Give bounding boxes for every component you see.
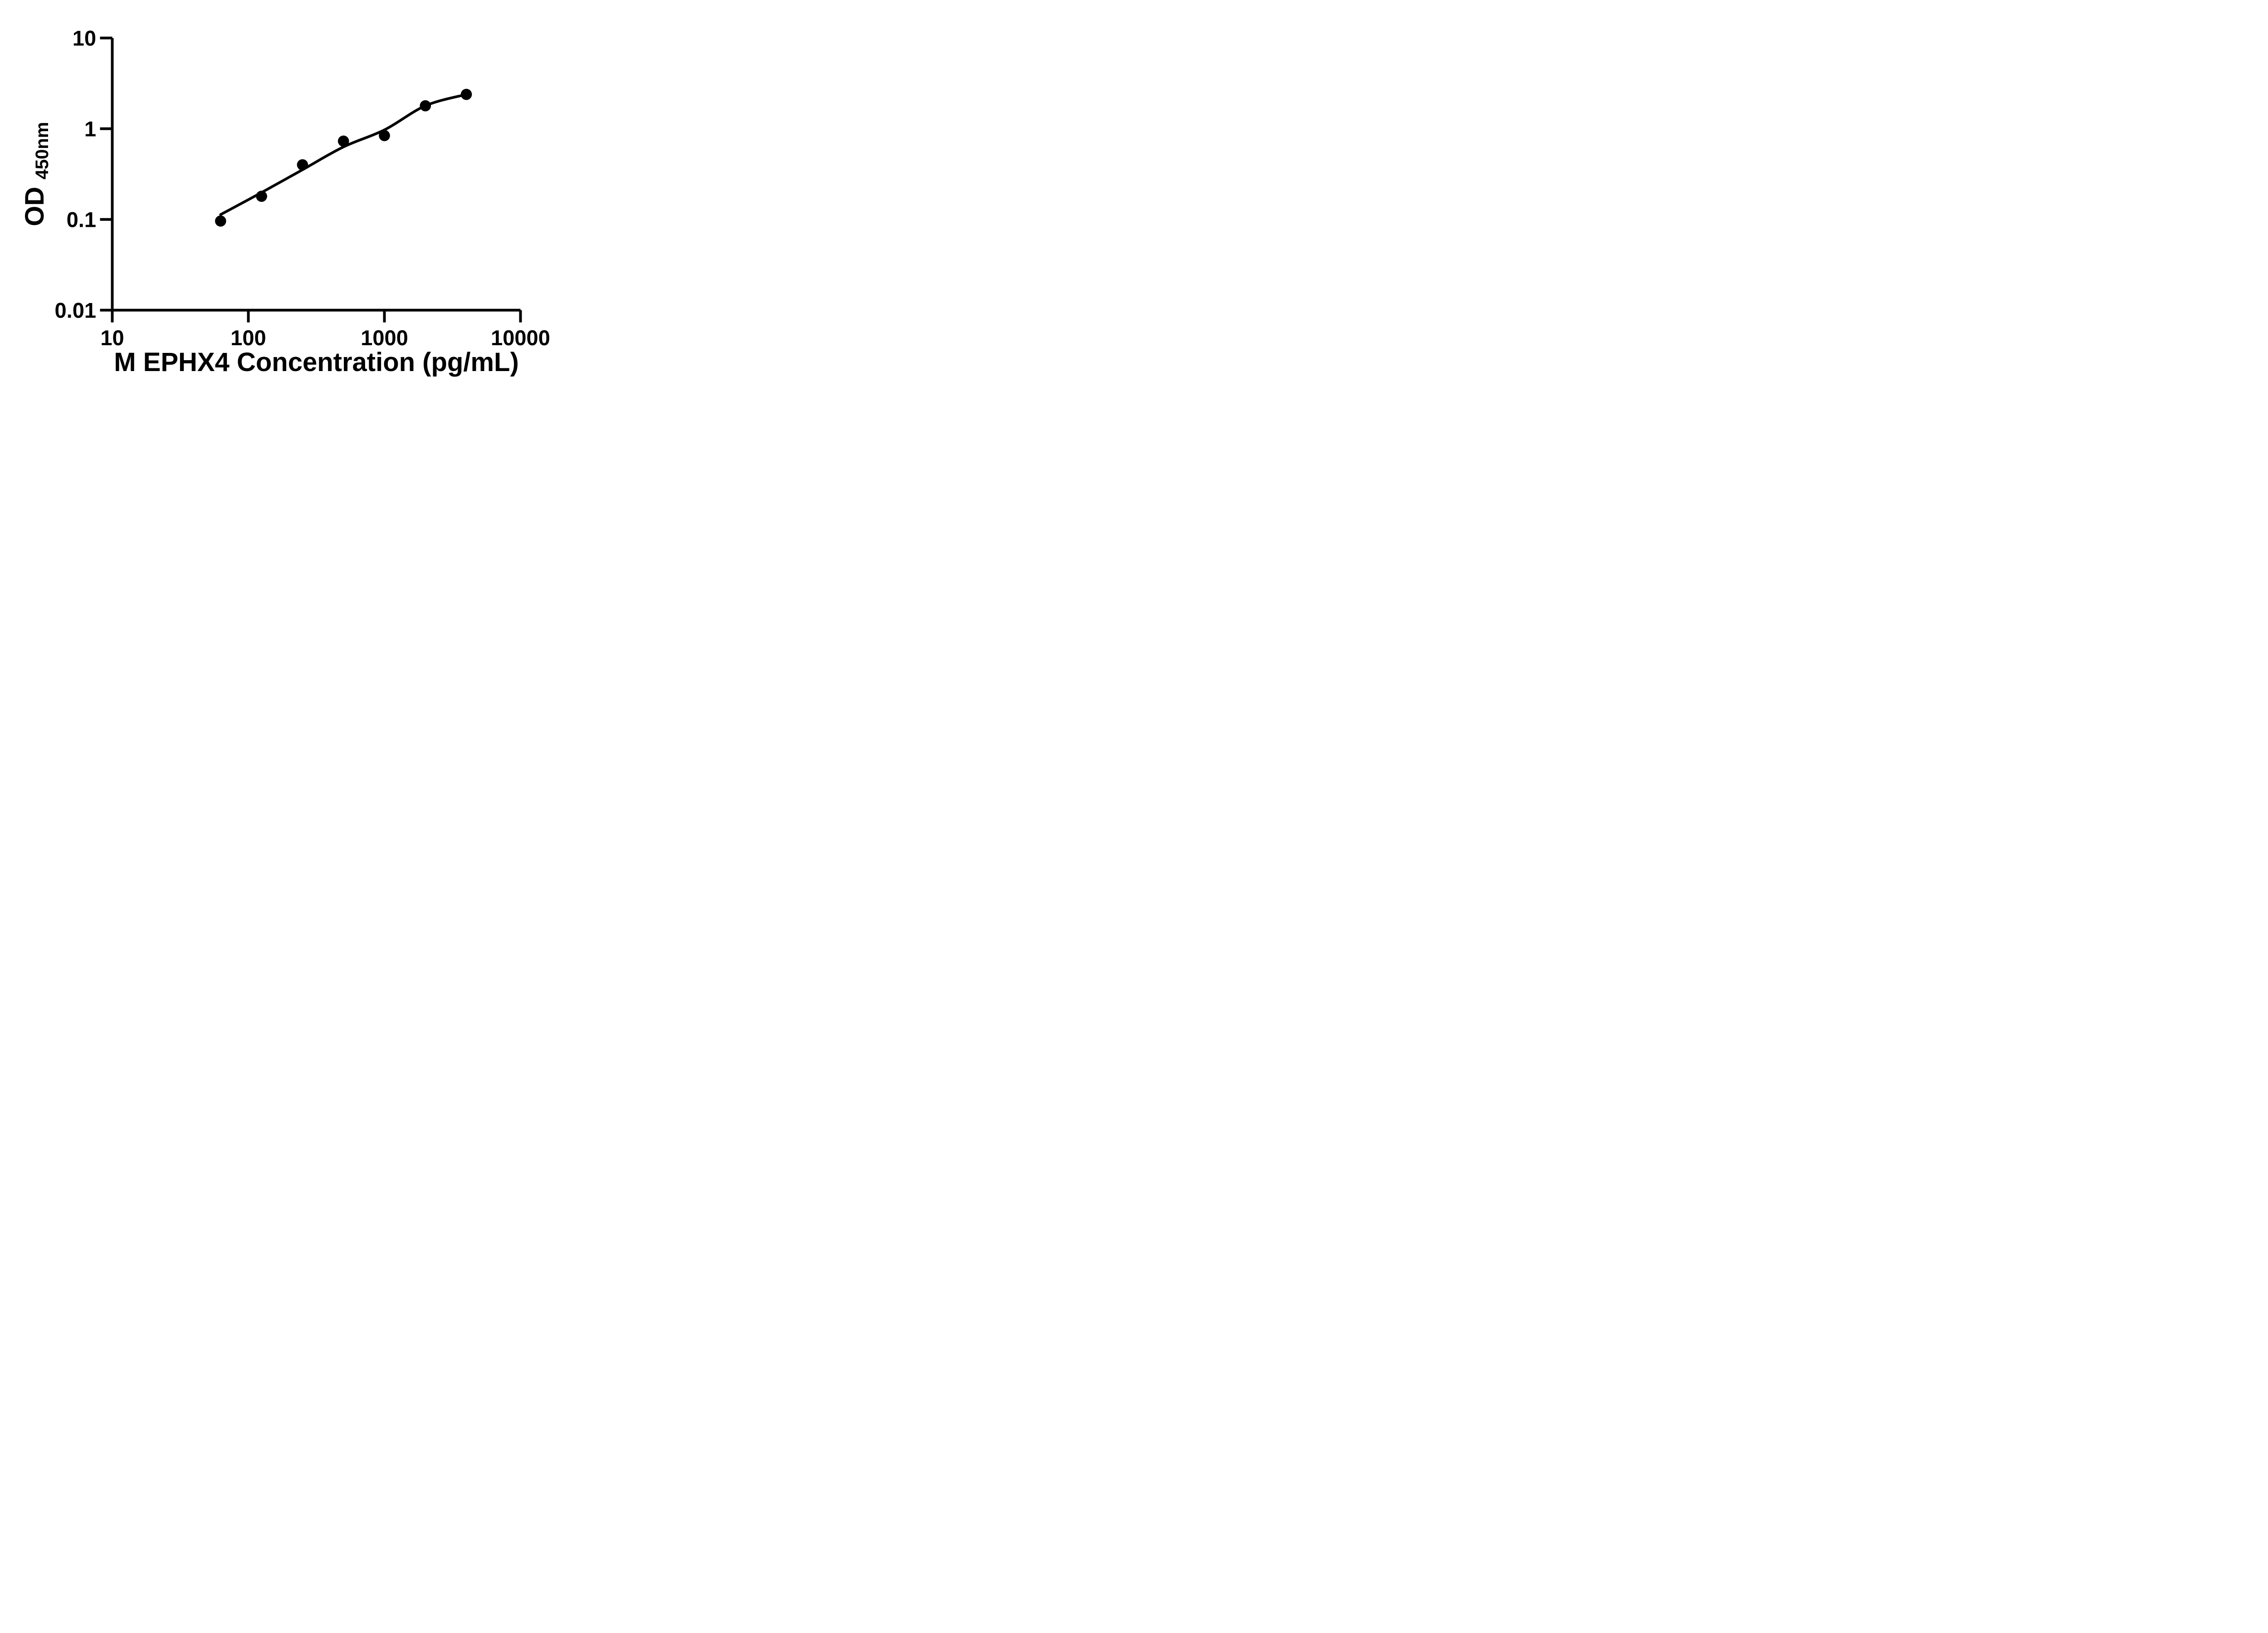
x-tick-label: 100	[230, 326, 266, 350]
axis-frame	[111, 38, 521, 312]
data-point-series	[215, 88, 472, 227]
y-axis-ticks	[100, 36, 112, 312]
x-tick-label: 1000	[361, 326, 408, 350]
data-point	[215, 215, 226, 227]
data-point	[256, 191, 267, 202]
y-tick-label: 0.1	[67, 207, 96, 231]
y-axis-title-subscript: 450nm	[32, 122, 52, 180]
data-point	[379, 130, 390, 142]
y-tick-label: 1	[84, 117, 96, 141]
x-axis-tick-labels: 10 100 1000 10000	[100, 326, 550, 350]
x-tick-label: 10000	[491, 326, 550, 350]
elisa-standard-curve-figure: 0.01 0.1 1 10 10 100 1000 10000 OD 450nm M EPH…	[0, 0, 583, 408]
y-axis-tick-labels: 0.01 0.1 1 10	[55, 26, 96, 322]
y-axis-title: OD 450nm	[20, 122, 52, 226]
x-axis-title: M EPHX4 Concentration (pg/mL)	[114, 347, 519, 377]
y-tick-label: 10	[73, 26, 96, 50]
data-point	[297, 159, 308, 171]
data-point	[460, 88, 472, 100]
data-point	[337, 135, 349, 147]
x-tick-label: 10	[100, 326, 124, 350]
data-point	[420, 100, 431, 112]
y-tick-label: 0.01	[55, 298, 96, 322]
standard-curve-plot: 0.01 0.1 1 10 10 100 1000 10000 OD 450nm M EPH…	[20, 26, 550, 377]
x-axis-ticks	[111, 310, 522, 323]
y-axis-title-main: OD	[20, 187, 49, 226]
